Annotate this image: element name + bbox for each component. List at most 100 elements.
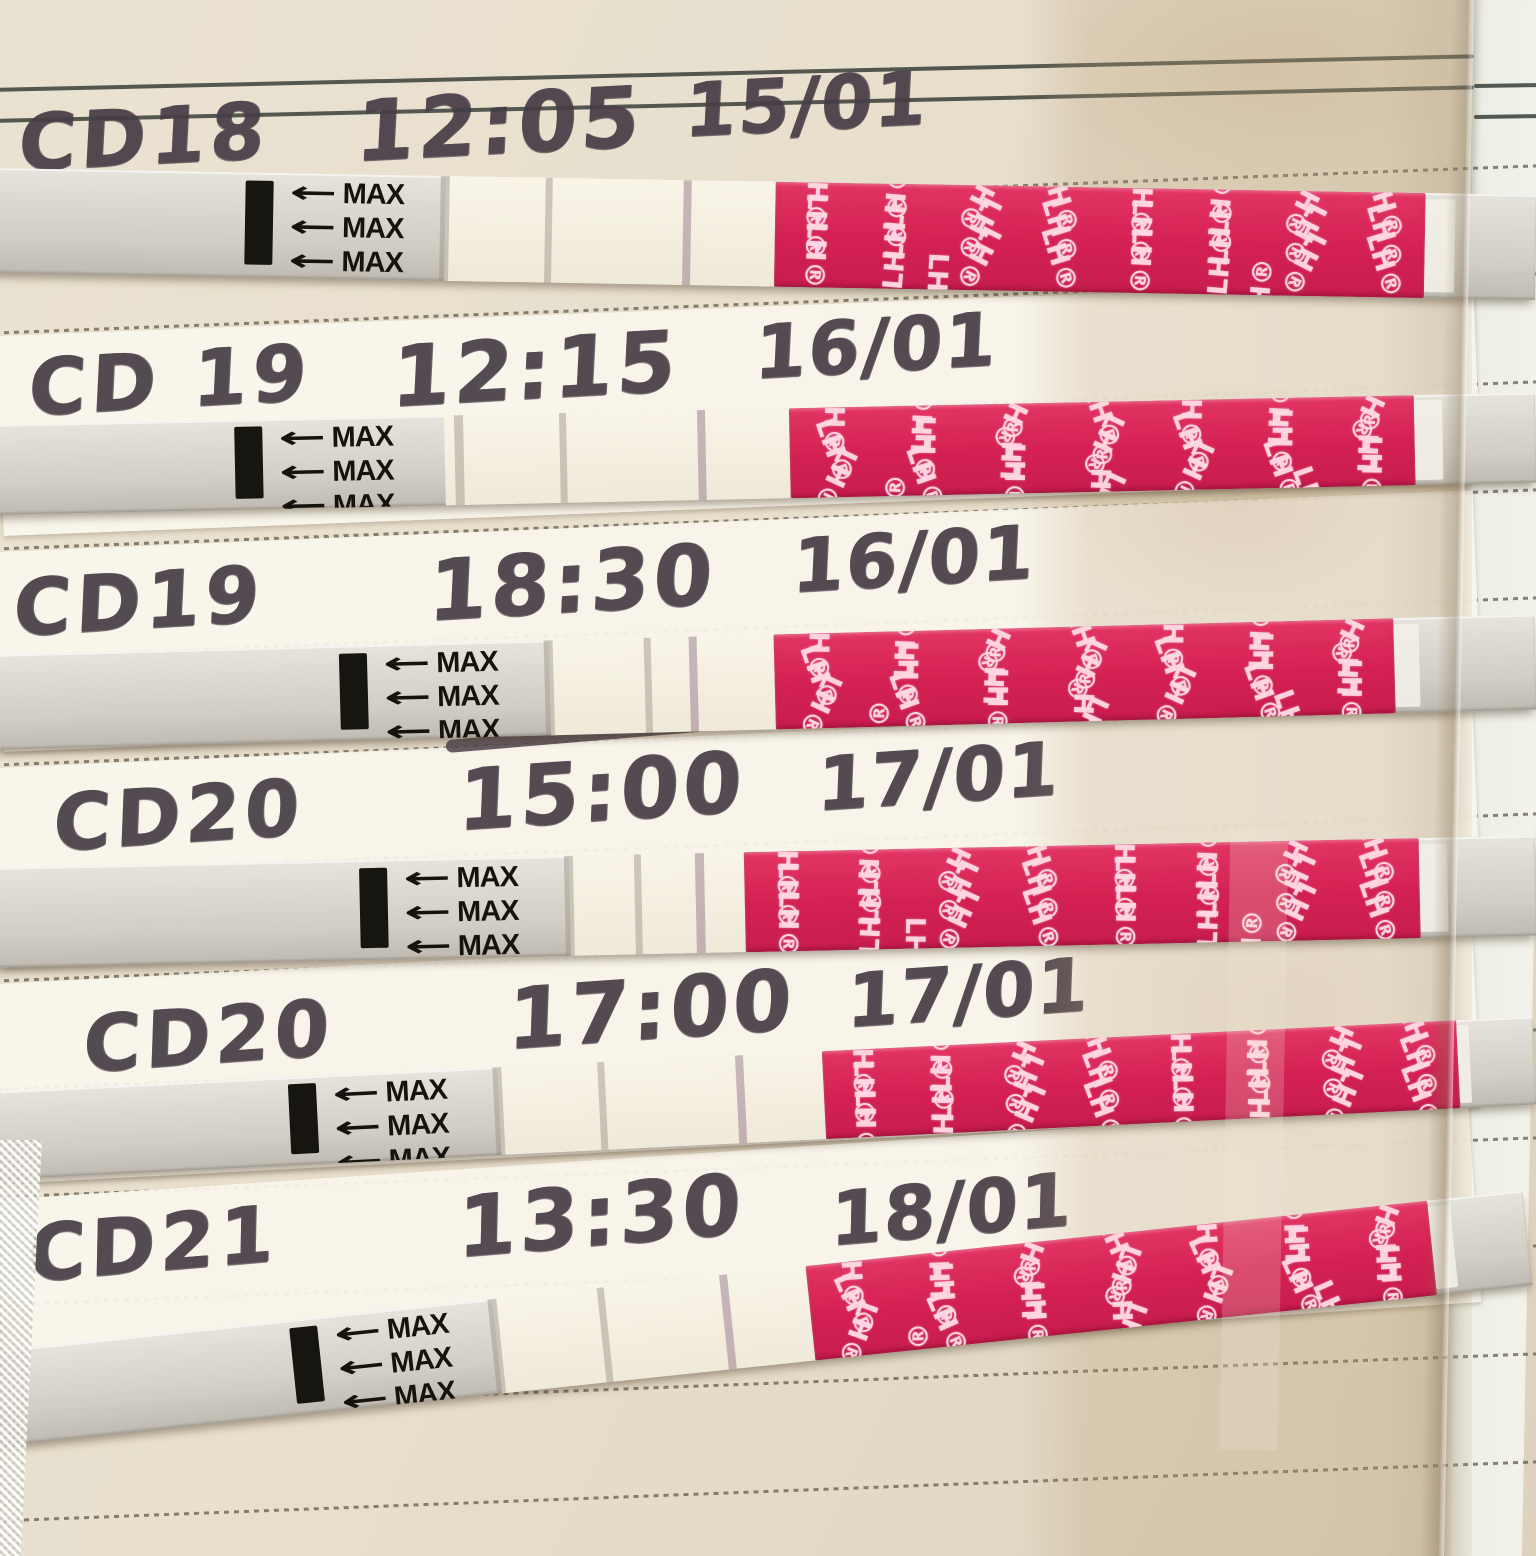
max-markings: ← MAX ← MAX ← MAX <box>332 1307 457 1420</box>
max-label: MAX <box>342 177 405 211</box>
absorbent-pad <box>443 408 791 506</box>
max-markings: ← MAX ← MAX ← MAX <box>278 420 395 515</box>
pink-handle: LH® LH® LH® LH® LH® LH® LH® LH® LH® LH® LH® LH® LH® L… <box>773 181 1426 299</box>
max-marking: ← MAX <box>289 175 405 212</box>
max-markings: ← MAX ← MAX ← MAX <box>288 175 405 280</box>
left-arrow-icon: ← <box>402 860 452 897</box>
lh-brand-text: LH® <box>1243 257 1280 299</box>
max-marking: ← MAX <box>383 679 499 716</box>
lh-brand-text: LH® <box>980 667 1013 730</box>
lh-brand-text: LH® <box>854 887 889 953</box>
lh-brand-text: LH® <box>1017 1280 1053 1350</box>
time-text: 15:00 <box>455 732 747 850</box>
date-text: 17/01 <box>845 941 1091 1045</box>
pad-seam <box>453 415 465 506</box>
left-arrow-icon: ← <box>404 928 453 965</box>
left-arrow-icon: ← <box>288 243 337 280</box>
max-marking: ← MAX <box>403 860 518 896</box>
lh-test-strip: ← MAX ← MAX ← MAX LH® LH® LH® LH® LH® LH® LH® LH® L… <box>0 168 1536 300</box>
left-arrow-icon: ← <box>289 175 338 212</box>
lh-brand-pattern: LH® LH® LH® LH® LH® LH® LH® LH® LH® LH® LH® LH® LH® L… <box>744 838 1421 952</box>
lh-brand-text: LH® <box>997 442 1030 499</box>
max-marking: ← MAX <box>279 454 394 490</box>
lh-brand-text: LH® <box>1354 434 1387 499</box>
max-label: MAX <box>385 1307 450 1346</box>
lh-brand-text: LH® <box>928 1084 961 1140</box>
date-text: 16/01 <box>752 296 1000 397</box>
lh-brand-text: LH® <box>1122 226 1158 295</box>
pink-handle: LH® LH® LH® LH® LH® LH® LH® LH® LH® LH® LH® LH® LH® L… <box>773 618 1396 730</box>
left-arrow-icon: ← <box>278 419 327 456</box>
absorbent-pad <box>444 175 776 287</box>
max-marking: ← MAX <box>404 894 519 930</box>
pink-handle: LH® LH® LH® LH® LH® LH® LH® LH® LH® LH® LH® LH® LH® L… <box>788 395 1416 499</box>
absorbent-pad <box>497 1051 827 1156</box>
max-marking: ← MAX <box>288 209 404 246</box>
pad-seam <box>439 175 450 282</box>
max-label: MAX <box>436 679 499 713</box>
max-label: MAX <box>384 1073 448 1109</box>
left-arrow-icon: ← <box>278 453 328 490</box>
max-line-bar <box>287 1083 320 1155</box>
max-label: MAX <box>457 928 520 962</box>
left-arrow-icon: ← <box>403 894 453 931</box>
lh-brand-text: LH® <box>1286 462 1337 498</box>
lh-brand-pattern: LH® LH® LH® LH® LH® LH® LH® LH® LH® LH® LH® LH® LH® L… <box>774 182 1426 298</box>
cycle-day-text: CD20 <box>81 982 336 1091</box>
max-line-bar <box>234 426 264 500</box>
absorbent-pad <box>548 634 776 736</box>
ruled-line <box>0 1459 1536 1523</box>
left-arrow-icon: ← <box>331 1074 381 1113</box>
strip-tip <box>1393 623 1421 708</box>
lh-brand-text: LH® <box>878 221 915 291</box>
cycle-day-text: CD20 <box>51 762 306 870</box>
lh-brand-text: LH® <box>1202 227 1240 297</box>
lh-brand-text: LH® <box>919 251 954 299</box>
date-text: 16/01 <box>790 509 1037 610</box>
time-text: 17:00 <box>505 950 797 1069</box>
strip-tip <box>1413 399 1444 480</box>
time-text: 18:30 <box>426 524 718 641</box>
lh-brand-text: LH® <box>791 668 848 730</box>
time-text: 12:15 <box>389 311 682 427</box>
lh-brand-text: LH® <box>898 916 931 953</box>
lh-brand-text: LH® <box>1192 880 1227 950</box>
left-arrow-icon: ← <box>384 713 434 750</box>
left-arrow-icon: ← <box>335 1346 388 1387</box>
lh-brand-text: LH® <box>1108 883 1141 951</box>
max-marking: ← MAX <box>382 645 499 682</box>
absorbent-pad <box>568 852 746 956</box>
max-marking: ← MAX <box>333 1107 450 1147</box>
left-arrow-icon: ← <box>339 1380 391 1421</box>
max-marking: ← MAX <box>288 243 403 280</box>
cycle-day-text: CD19 <box>11 549 266 655</box>
strip-tip <box>1456 1024 1473 1103</box>
lh-brand-text: LH® <box>849 1088 882 1140</box>
max-label: MAX <box>392 1374 457 1414</box>
max-label: MAX <box>331 420 394 454</box>
pink-handle: LH® LH® LH® LH® LH® LH® LH® LH® LH® LH® LH® LH® LH® L… <box>743 838 1421 953</box>
left-arrow-icon: ← <box>383 679 433 716</box>
lh-brand-pattern: LH® LH® LH® LH® LH® LH® LH® LH® LH® LH® LH® LH® LH® L… <box>773 618 1395 729</box>
max-label: MAX <box>456 894 519 928</box>
max-line-bar <box>289 1325 325 1404</box>
left-arrow-icon: ← <box>332 1312 384 1353</box>
lh-brand-text: LH® <box>862 699 896 729</box>
max-label: MAX <box>388 1341 454 1380</box>
max-marking: ← MAX <box>278 420 393 456</box>
max-line-bar <box>338 652 369 730</box>
date-text: 15/01 <box>682 55 930 155</box>
max-label: MAX <box>456 860 519 894</box>
time-text: 12:05 <box>352 67 646 181</box>
max-label: MAX <box>435 645 499 679</box>
left-arrow-icon: ← <box>333 1108 383 1147</box>
date-text: 17/01 <box>815 725 1062 829</box>
left-arrow-icon: ← <box>288 209 338 246</box>
left-arrow-icon: ← <box>382 645 432 682</box>
max-label: MAX <box>386 1107 450 1143</box>
max-marking: ← MAX <box>331 1073 448 1113</box>
lh-brand-pattern: LH® LH® LH® LH® LH® LH® LH® LH® LH® LH® LH® LH® LH® L… <box>789 395 1416 498</box>
max-label: MAX <box>331 454 395 488</box>
lh-brand-text: LH® <box>903 1322 937 1361</box>
